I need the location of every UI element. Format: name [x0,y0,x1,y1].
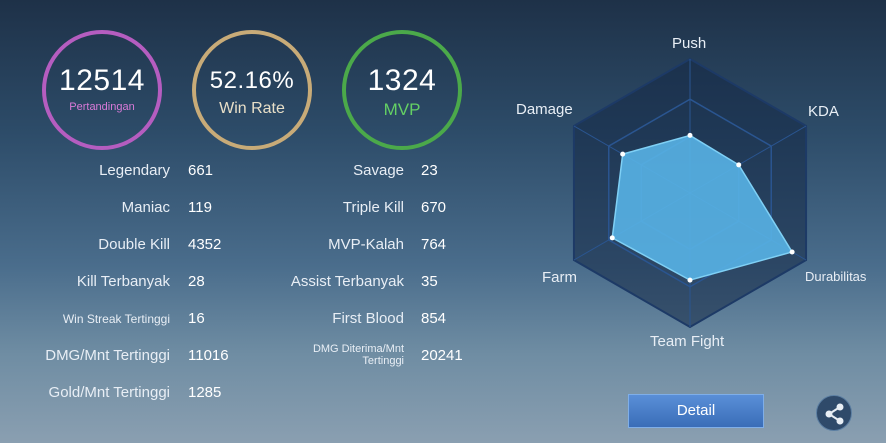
stat-value-triple-kill: 670 [421,199,447,216]
stat-label-first-blood: First Blood [332,310,404,327]
detail-button[interactable]: Detail [628,394,764,428]
stat-label-legendary: Legendary [99,162,170,179]
matches-count: 12514 [59,64,145,97]
stat-value-savage: 23 [421,162,438,179]
stat-label-dmg-mnt: DMG/Mnt Tertinggi [45,347,170,364]
stat-label-assist-terbanyak: Assist Terbanyak [290,273,404,290]
stat-label-win-streak: Win Streak Tertinggi [62,312,170,326]
stat-value-dmg-mnt: 11016 [188,347,229,364]
mvp-label: MVP [383,100,421,119]
radar-point-damage [620,151,626,157]
stat-label-dmg-diterima: DMG Diterima/Mnt Tertinggi [313,343,404,367]
radar-point-push [687,132,693,138]
stat-label-dmg-diterima-line1: DMG Diterima/Mnt [312,343,404,355]
stat-label-triple-kill: Triple Kill [342,199,404,216]
share-icon [825,403,844,425]
stat-value-legendary: 661 [188,162,214,179]
radar-points [609,132,795,283]
radar-grid-ring-1 [640,135,740,251]
radar-spoke-2 [689,192,807,261]
radar-label-farm: Farm [542,269,577,286]
matches-label: Pertandingan [69,101,135,113]
stat-value-first-blood: 854 [421,310,447,327]
mvp-circle: 1324 MVP [342,30,462,150]
radar-label-push: Push [672,35,707,52]
radar-point-kda [736,162,742,168]
stat-value-assist-terbanyak: 35 [421,273,438,290]
stat-value-gold-mnt: 1285 [188,384,222,401]
stat-label-savage: Savage [353,162,404,179]
win-rate-circle: 52.16% Win Rate [192,30,312,150]
radar-label-kda: KDA [808,103,839,120]
radar-label-durabilitas: Durabilitas [805,269,867,284]
radar-spoke-1 [689,125,807,194]
radar-spoke-4 [573,192,691,261]
share-button[interactable] [816,395,852,431]
stat-value-double-kill: 4352 [188,236,222,253]
radar-grid-ring-0 [608,98,772,288]
radar-point-team-fight [687,277,693,283]
stat-value-dmg-diterima: 20241 [421,347,463,364]
radar-point-durabilitas [789,249,795,255]
radar-value-polygon [611,134,794,281]
stat-value-maniac: 119 [188,199,212,216]
stat-value-kill-terbanyak: 28 [188,273,205,290]
win-rate-label: Win Rate [219,100,285,117]
radar-label-damage: Damage [516,101,573,118]
stat-label-double-kill: Double Kill [98,236,170,253]
stat-label-kill-terbanyak: Kill Terbanyak [76,273,170,290]
stat-label-dmg-diterima-line2: Tertinggi [362,355,404,367]
mvp-count: 1324 [367,64,437,97]
radar-point-farm [609,235,615,241]
stat-label-gold-mnt: Gold/Mnt Tertinggi [48,384,170,401]
win-rate-value: 52.16% [209,67,295,94]
radar-grid [572,57,808,329]
radar-spoke-5 [573,125,691,194]
stat-label-maniac: Maniac [121,199,170,216]
stat-value-mvp-kalah: 764 [421,236,447,253]
radar-outer-hexagon [572,57,808,329]
radar-label-team-fight: Team Fight [650,333,725,350]
stat-value-win-streak: 16 [188,310,205,327]
matches-circle: 12514 Pertandingan [42,30,162,150]
stat-label-mvp-kalah: MVP-Kalah [328,236,404,253]
